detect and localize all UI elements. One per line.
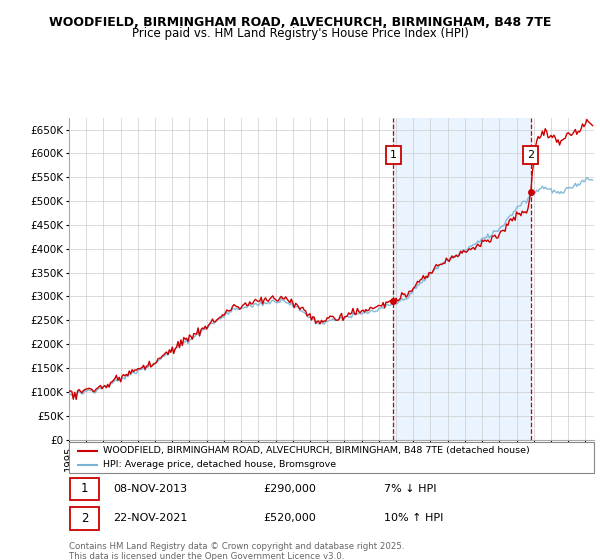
Text: £520,000: £520,000: [263, 514, 316, 524]
Bar: [393, 118, 531, 440]
Text: £290,000: £290,000: [263, 484, 316, 494]
Text: HPI: Average price, detached house, Bromsgrove: HPI: Average price, detached house, Brom…: [103, 460, 336, 469]
Text: 2: 2: [527, 150, 535, 160]
Text: Contains HM Land Registry data © Crown copyright and database right 2025.
This d: Contains HM Land Registry data © Crown c…: [69, 542, 404, 560]
Text: 22-NOV-2021: 22-NOV-2021: [113, 514, 188, 524]
Text: 1: 1: [81, 482, 88, 496]
FancyBboxPatch shape: [70, 507, 99, 530]
Text: WOODFIELD, BIRMINGHAM ROAD, ALVECHURCH, BIRMINGHAM, B48 7TE: WOODFIELD, BIRMINGHAM ROAD, ALVECHURCH, …: [49, 16, 551, 29]
Text: 10% ↑ HPI: 10% ↑ HPI: [384, 514, 443, 524]
FancyBboxPatch shape: [70, 478, 99, 500]
Text: 7% ↓ HPI: 7% ↓ HPI: [384, 484, 437, 494]
Text: WOODFIELD, BIRMINGHAM ROAD, ALVECHURCH, BIRMINGHAM, B48 7TE (detached house): WOODFIELD, BIRMINGHAM ROAD, ALVECHURCH, …: [103, 446, 530, 455]
Text: 2: 2: [81, 512, 88, 525]
Text: 1: 1: [389, 150, 397, 160]
Text: Price paid vs. HM Land Registry's House Price Index (HPI): Price paid vs. HM Land Registry's House …: [131, 27, 469, 40]
Text: 08-NOV-2013: 08-NOV-2013: [113, 484, 188, 494]
